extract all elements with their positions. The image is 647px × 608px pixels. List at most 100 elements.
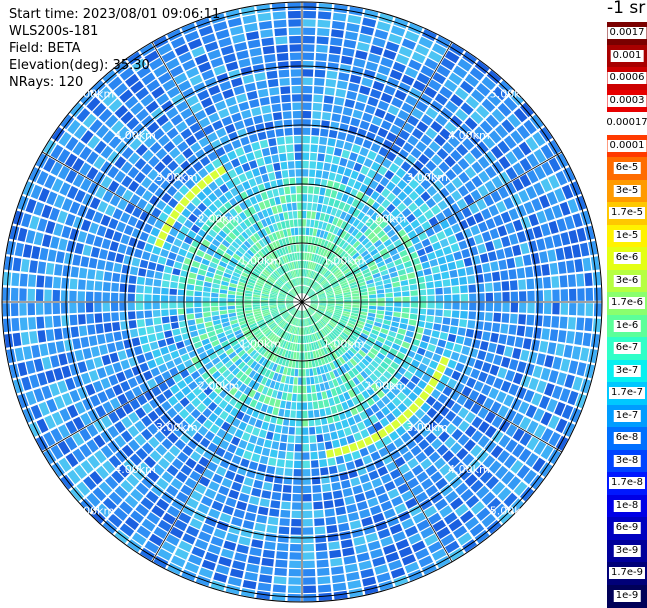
range-gate-cell (328, 397, 335, 406)
range-gate-cell (376, 399, 386, 410)
range-gate-cell (470, 368, 481, 379)
range-gate-cell (457, 268, 466, 277)
range-gate-cell (154, 431, 166, 443)
range-gate-cell (103, 271, 112, 282)
range-gate-cell (256, 317, 264, 322)
range-gate-cell (80, 412, 92, 426)
range-gate-cell (178, 248, 188, 257)
range-gate-cell (124, 203, 136, 214)
range-gate-cell (405, 95, 418, 107)
range-gate-cell (395, 539, 410, 550)
range-gate-cell (377, 466, 389, 477)
range-gate-cell (185, 414, 196, 425)
range-gate-cell (450, 442, 462, 455)
range-gate-cell (348, 6, 364, 16)
range-gate-cell (229, 568, 244, 579)
range-gate-cell (234, 42, 248, 52)
range-gate-cell (302, 160, 309, 169)
range-gate-cell (235, 302, 244, 306)
range-gate-cell (346, 571, 360, 582)
range-gate-cell (373, 239, 383, 248)
range-gate-cell (337, 463, 347, 473)
range-gate-cell (286, 303, 294, 306)
range-gate-cell (439, 174, 450, 186)
range-gate-cell (57, 210, 68, 224)
range-gate-cell (131, 228, 142, 239)
range-gate-cell (293, 244, 297, 252)
range-gate-cell (401, 255, 411, 263)
range-gate-cell (76, 108, 91, 123)
range-gate-cell (364, 355, 373, 363)
range-gate-cell (481, 98, 496, 113)
range-gate-cell (496, 200, 507, 213)
range-gate-cell (70, 266, 79, 278)
range-gate-cell (331, 317, 339, 323)
range-gate-cell (344, 372, 352, 381)
range-gate-cell (327, 138, 336, 147)
range-gate-cell (271, 311, 279, 316)
range-gate-cell (161, 121, 174, 133)
range-gate-cell (318, 304, 327, 307)
range-gate-cell (174, 391, 185, 401)
range-gate-cell (436, 444, 449, 456)
range-gate-cell (350, 117, 361, 127)
range-gate-cell (474, 126, 487, 140)
range-gate-cell (310, 280, 316, 288)
range-gate-cell (282, 493, 292, 502)
range-gate-cell (246, 563, 260, 573)
range-gate-cell (416, 248, 426, 257)
range-gate-cell (460, 488, 474, 502)
range-gate-cell (296, 177, 302, 185)
range-gate-cell (333, 147, 343, 157)
range-gate-cell (451, 177, 463, 189)
range-gate-cell (19, 303, 27, 316)
range-gate-cell (435, 249, 444, 258)
range-gate-cell (433, 180, 444, 191)
range-gate-cell (327, 298, 335, 301)
range-gate-cell (298, 286, 301, 294)
range-gate-cell (249, 349, 257, 358)
range-gate-cell (372, 37, 386, 48)
range-gate-cell (352, 109, 363, 119)
range-gate-cell (326, 241, 332, 250)
range-gate-cell (322, 249, 328, 257)
range-gate-cell (230, 407, 239, 417)
range-gate-cell (310, 298, 318, 301)
range-gate-cell (215, 269, 224, 276)
range-gate-cell (285, 401, 292, 410)
range-gate-cell (368, 309, 376, 314)
range-gate-cell (207, 49, 221, 60)
range-gate-cell (258, 429, 267, 439)
range-gate-cell (377, 65, 391, 76)
range-gate-cell (405, 438, 417, 450)
range-gate-cell (403, 336, 413, 344)
range-gate-cell (135, 219, 146, 230)
range-gate-cell (261, 219, 268, 228)
range-gate-cell (395, 213, 405, 223)
range-gate-cell (213, 344, 222, 352)
range-gate-cell (425, 464, 438, 477)
range-gate-cell (505, 151, 518, 165)
range-gate-cell (369, 298, 377, 302)
range-gate-cell (468, 284, 477, 293)
range-gate-cell (451, 428, 463, 441)
range-gate-cell (361, 215, 370, 224)
range-gate-cell (442, 386, 453, 397)
range-gate-cell (361, 380, 370, 389)
range-gate-cell (292, 317, 296, 325)
range-gate-cell (50, 144, 64, 160)
range-gate-cell (307, 202, 312, 211)
range-gate-cell (229, 25, 244, 36)
range-gate-cell (461, 248, 471, 259)
range-gate-cell (281, 358, 287, 366)
range-gate-cell (380, 417, 390, 427)
range-gate-cell (186, 95, 199, 107)
range-gate-cell (360, 429, 370, 439)
range-gate-cell (331, 244, 338, 253)
range-gate-cell (272, 11, 286, 20)
range-gate-cell (246, 31, 260, 41)
range-gate-cell (380, 177, 390, 187)
range-gate-cell (411, 108, 424, 120)
range-gate-cell (269, 353, 275, 361)
range-gate-cell (368, 294, 377, 299)
